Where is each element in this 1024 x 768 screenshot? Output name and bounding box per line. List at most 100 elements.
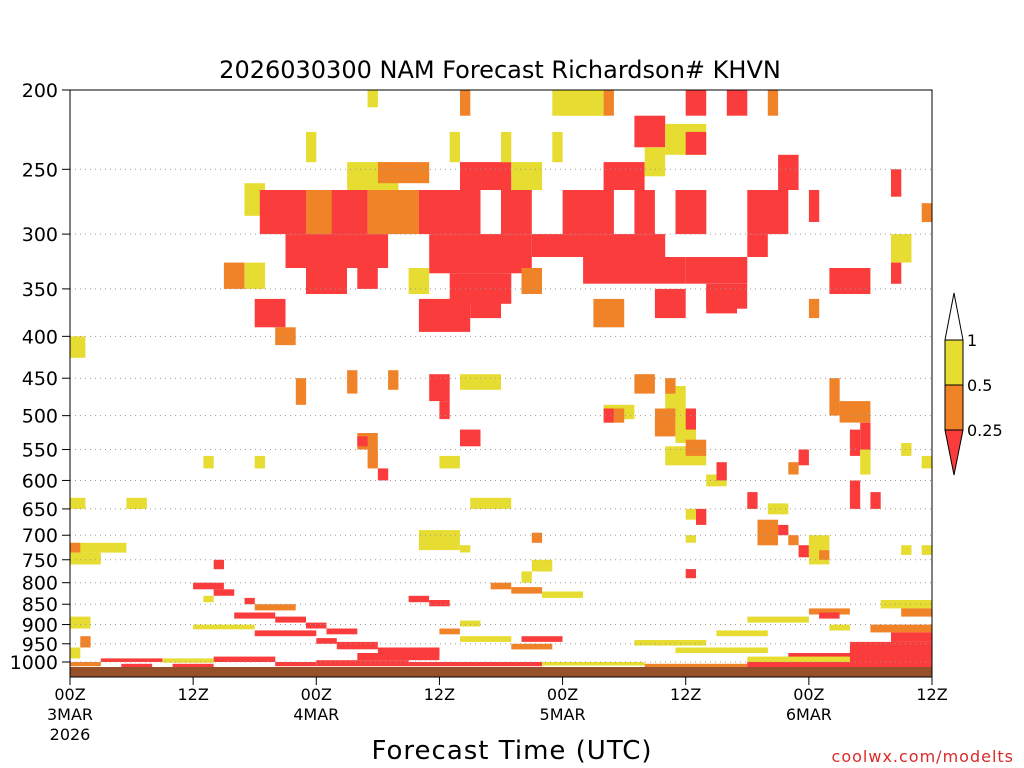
x-tick-label: 4MAR — [293, 705, 339, 724]
x-tick-label: 12Z — [670, 685, 701, 704]
ri-cell — [819, 550, 830, 560]
ri-cell — [685, 257, 748, 284]
legend-swatch-yellow — [944, 339, 964, 386]
ri-cell — [460, 545, 471, 553]
ri-cell — [418, 190, 481, 235]
ri-cell — [439, 628, 460, 635]
ri-cell — [921, 455, 932, 469]
ri-cell — [418, 530, 460, 551]
ri-cell — [531, 234, 666, 257]
ri-cell — [275, 662, 317, 667]
ri-cell — [696, 508, 707, 525]
ri-cell — [234, 612, 276, 619]
ri-cell — [306, 190, 337, 235]
ri-cell — [644, 663, 748, 667]
ri-cell — [213, 559, 224, 570]
ri-cell — [613, 408, 625, 423]
legend-label: 0.25 — [967, 421, 1003, 440]
ri-cell — [860, 449, 871, 475]
ri-cell — [891, 632, 932, 642]
ri-cell — [511, 587, 543, 594]
ri-cell — [767, 503, 789, 515]
ri-cell — [285, 234, 389, 268]
ri-cell — [531, 559, 553, 572]
ri-cell — [511, 643, 553, 650]
ri-cell — [716, 630, 768, 637]
y-tick-label: 550 — [22, 440, 58, 462]
x-tick-label: 12Z — [916, 685, 947, 704]
ri-cell — [316, 638, 337, 644]
ri-cell — [223, 262, 245, 289]
ri-cell — [70, 552, 101, 565]
y-tick-label: 500 — [22, 406, 58, 428]
ri-cell — [377, 468, 389, 481]
y-tick-label: 600 — [22, 470, 58, 492]
ri-cell — [849, 480, 861, 509]
ri-cell — [377, 647, 440, 655]
ri-cell — [685, 90, 707, 116]
y-tick-label: 850 — [22, 594, 58, 616]
ri-cell — [675, 190, 707, 235]
ri-cell — [460, 620, 481, 627]
ri-cell — [521, 636, 563, 642]
credit-link[interactable]: coolwx.com/modelts — [832, 747, 1014, 766]
ri-cell — [808, 298, 820, 319]
ri-cell — [901, 608, 932, 617]
ri-cell — [367, 449, 378, 469]
ri-cell — [870, 624, 932, 633]
ri-cell — [418, 298, 471, 332]
ri-cell — [808, 535, 830, 565]
ground-strip — [70, 667, 932, 677]
ri-cell — [603, 90, 614, 116]
ri-cell — [70, 497, 86, 509]
ri-cell — [880, 600, 932, 609]
ri-cell — [849, 429, 861, 456]
ri-cell — [829, 268, 871, 294]
ri-cell — [408, 595, 430, 603]
ri-cell — [306, 268, 347, 294]
ri-cell — [316, 660, 409, 667]
ri-cell — [685, 535, 696, 543]
ri-cell — [470, 497, 512, 509]
ri-cell — [408, 268, 430, 294]
ri-cell — [839, 401, 871, 423]
ri-cell — [326, 628, 358, 635]
legend-label: 0.5 — [967, 376, 992, 395]
ri-cell — [644, 147, 666, 177]
ri-cell — [603, 408, 614, 423]
ri-cell — [377, 162, 430, 184]
ri-cell — [675, 647, 768, 653]
y-tick-label: 950 — [22, 634, 58, 656]
ri-cell — [367, 190, 419, 235]
y-tick-label: 650 — [22, 499, 58, 521]
y-tick-label: 250 — [22, 159, 58, 181]
ri-cell — [901, 545, 912, 555]
ri-cell — [439, 455, 460, 469]
ri-cell — [70, 542, 127, 553]
ri-cell — [460, 90, 471, 116]
ri-cell — [685, 508, 696, 520]
chart-title: 2026030300 NAM Forecast Richardson# KHVN — [219, 56, 781, 84]
ri-cell — [203, 595, 214, 603]
ri-cell — [501, 190, 532, 235]
ri-cell — [429, 600, 450, 607]
ri-cell — [634, 190, 655, 235]
ri-cell — [747, 662, 932, 667]
ri-cell — [747, 190, 789, 235]
ri-cell — [460, 374, 501, 390]
ri-cell — [552, 131, 563, 163]
ri-cell — [562, 190, 614, 235]
ri-cell — [901, 443, 912, 456]
ri-cell — [798, 545, 809, 558]
x-tick-label: 2026 — [50, 725, 91, 744]
ri-cell — [100, 658, 163, 662]
ri-cell — [891, 262, 902, 284]
legend-swatch-orange — [944, 384, 964, 431]
ri-cell — [449, 131, 460, 163]
ri-cell — [788, 535, 799, 546]
ri-cell — [501, 131, 512, 163]
ri-cell — [747, 234, 768, 257]
ri-cell — [126, 497, 147, 509]
